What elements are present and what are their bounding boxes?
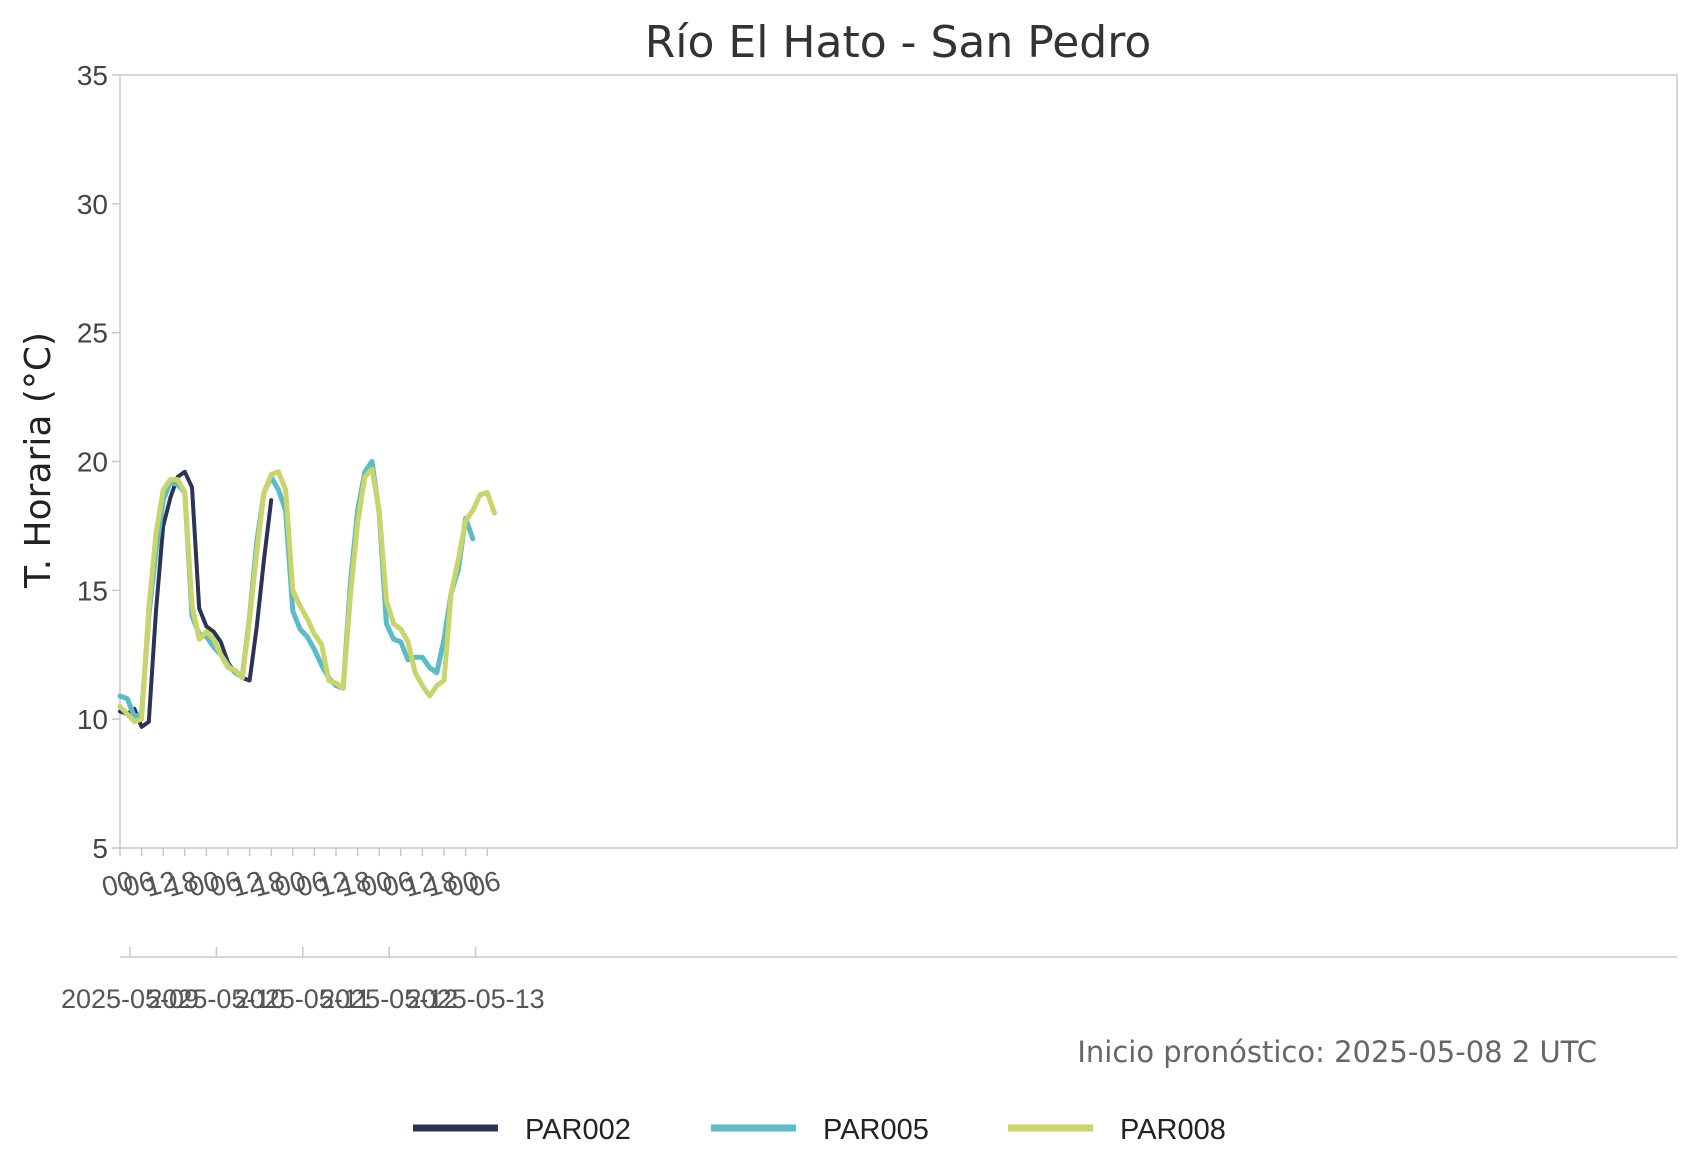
y-tick-label: 30: [77, 189, 108, 220]
date-tick-label: 2025-05-10: [147, 984, 285, 1014]
y-tick-label: 15: [77, 575, 108, 606]
x-axis-date-ticks: 2025-05-092025-05-102025-05-112025-05-12…: [61, 947, 545, 1014]
series-lines: [117, 459, 497, 729]
y-tick-label: 10: [77, 704, 108, 735]
series-line-par002: [118, 469, 274, 729]
chart-title: Río El Hato - San Pedro: [645, 17, 1152, 68]
legend-label-par008: PAR008: [1120, 1114, 1226, 1146]
y-axis-label: T. Horaria (°C): [18, 332, 59, 589]
y-tick-label: 20: [77, 447, 108, 478]
y-tick-label: 25: [77, 318, 108, 349]
y-tick-label: 5: [92, 833, 108, 864]
legend-label-par002: PAR002: [525, 1114, 631, 1146]
x-tick-label: 06: [466, 865, 504, 903]
legend: PAR002 PAR005 PAR008: [413, 1114, 1226, 1146]
forecast-start-note: Inicio pronóstico: 2025-05-08 2 UTC: [1077, 1035, 1597, 1069]
date-tick-label: 2025-05-12: [320, 984, 458, 1014]
y-axis-ticks: 5 10 15 20 25 30 35: [77, 60, 120, 864]
date-tick-label: 2025-05-11: [235, 984, 371, 1014]
y-tick-label: 35: [77, 60, 108, 91]
date-tick-label: 2025-05-09: [61, 984, 199, 1014]
legend-label-par005: PAR005: [823, 1114, 929, 1146]
series-line-par008: [117, 466, 497, 725]
date-tick-label: 2025-05-13: [407, 984, 545, 1014]
plot-area-frame: [119, 74, 1678, 849]
